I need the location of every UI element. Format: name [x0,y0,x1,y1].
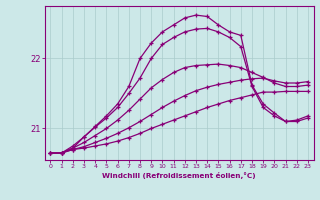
X-axis label: Windchill (Refroidissement éolien,°C): Windchill (Refroidissement éolien,°C) [102,172,256,179]
